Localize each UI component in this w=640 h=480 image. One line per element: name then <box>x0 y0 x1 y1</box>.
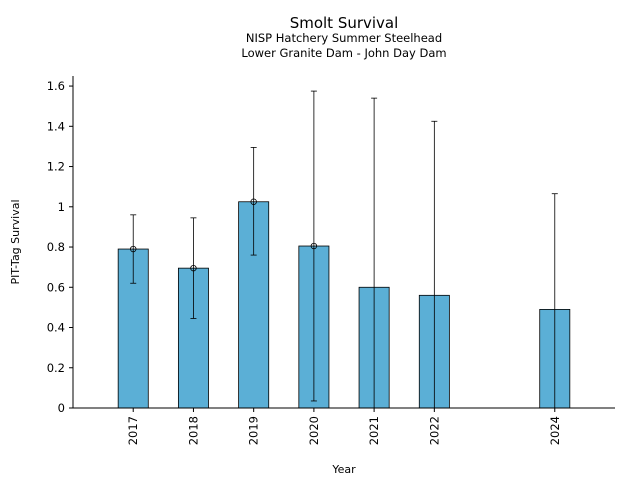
errorbars-group <box>130 90 558 408</box>
point-marker-2020 <box>310 242 318 250</box>
x-tick-label-2017: 2017 <box>126 416 140 445</box>
y-tick-label: 1.4 <box>47 119 65 133</box>
y-tick-label: 1.2 <box>47 160 65 174</box>
x-tick-label-2022: 2022 <box>427 416 441 445</box>
bars-group <box>117 201 571 409</box>
chart-title: Smolt Survival <box>290 14 399 32</box>
y-tick-label: 0.6 <box>47 280 65 294</box>
x-tick-label-2021: 2021 <box>367 416 381 445</box>
x-tick-label-2020: 2020 <box>307 416 321 445</box>
chart-subtitle-2: Lower Granite Dam - John Day Dam <box>241 46 446 60</box>
chart-subtitle-1: NISP Hatchery Summer Steelhead <box>246 31 442 45</box>
y-axis-label: PIT-Tag Survival <box>9 199 22 284</box>
y-tick-label: 0 <box>58 401 65 415</box>
x-tick-label-2019: 2019 <box>247 416 261 445</box>
x-tick-label-2018: 2018 <box>186 416 200 445</box>
y-ticks-group: 0 0.2 0.4 0.6 0.8 1 1.2 1.4 1.6 <box>47 79 73 415</box>
y-tick-label: 1.6 <box>47 79 65 93</box>
x-axis-label: Year <box>331 463 356 476</box>
point-marker-2018 <box>190 264 197 272</box>
y-tick-label: 0.4 <box>47 321 65 335</box>
x-ticks-group: 2017 2018 2019 2020 2021 2022 2024 <box>126 408 562 445</box>
x-tick-label-2024: 2024 <box>548 416 562 445</box>
point-marker-2019 <box>250 198 257 205</box>
y-tick-label: 0.2 <box>47 361 65 375</box>
y-tick-label: 0.8 <box>47 240 65 254</box>
point-marker-2017 <box>130 245 137 253</box>
y-tick-label: 1 <box>58 200 65 214</box>
